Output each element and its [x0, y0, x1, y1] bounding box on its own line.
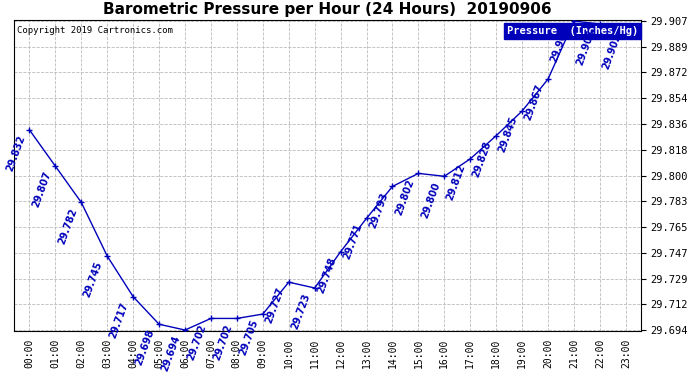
Text: 29.748: 29.748 [315, 256, 338, 295]
Text: 29.717: 29.717 [108, 301, 130, 339]
Text: 29.907: 29.907 [549, 25, 571, 64]
Text: 29.902: 29.902 [601, 33, 623, 71]
Text: 29.905: 29.905 [575, 28, 597, 67]
Text: 29.727: 29.727 [264, 286, 286, 325]
Text: 29.771: 29.771 [342, 222, 364, 261]
Text: 29.807: 29.807 [30, 170, 52, 209]
Text: Copyright 2019 Cartronics.com: Copyright 2019 Cartronics.com [17, 26, 173, 35]
Text: Pressure  (Inches/Hg): Pressure (Inches/Hg) [507, 26, 638, 36]
Text: 29.802: 29.802 [393, 177, 415, 216]
Text: 29.723: 29.723 [290, 292, 312, 331]
Text: 29.793: 29.793 [368, 190, 390, 229]
Text: 29.698: 29.698 [134, 328, 157, 367]
Title: Barometric Pressure per Hour (24 Hours)  20190906: Barometric Pressure per Hour (24 Hours) … [104, 2, 552, 17]
Text: 29.812: 29.812 [445, 163, 467, 202]
Text: 29.782: 29.782 [57, 207, 79, 245]
Text: 29.694: 29.694 [160, 334, 182, 373]
Text: 29.702: 29.702 [186, 322, 208, 361]
Text: 29.702: 29.702 [212, 322, 234, 361]
Text: 29.832: 29.832 [4, 134, 27, 173]
Text: 29.828: 29.828 [471, 140, 493, 179]
Text: 29.745: 29.745 [82, 260, 104, 299]
Text: 29.800: 29.800 [420, 180, 442, 219]
Text: 29.705: 29.705 [238, 318, 260, 357]
Text: 29.845: 29.845 [497, 115, 520, 154]
Text: 29.867: 29.867 [523, 83, 545, 122]
